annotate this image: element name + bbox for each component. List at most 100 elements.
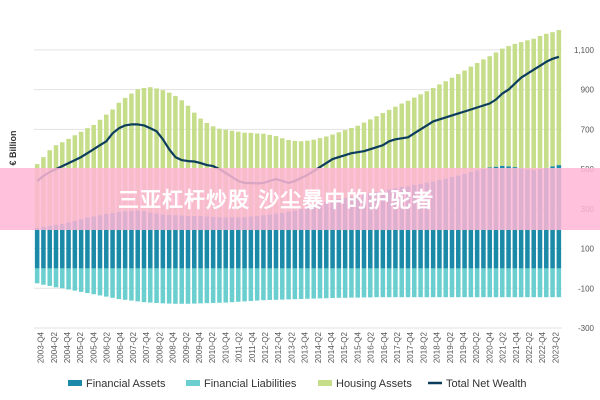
- financial-liabilities-bar: [493, 268, 499, 298]
- financial-assets-bar: [374, 191, 379, 269]
- financial-liabilities-bar: [393, 268, 398, 298]
- x-tick-label: 2009-Q4: [195, 331, 204, 363]
- financial-liabilities-bar: [217, 268, 222, 303]
- housing-assets-bar: [116, 102, 122, 212]
- x-tick-label: 2011-Q2: [235, 331, 244, 362]
- legend-swatch: [186, 380, 200, 386]
- financial-liabilities-bar: [456, 268, 461, 298]
- financial-assets-bar: [116, 211, 122, 269]
- financial-liabilities-bar: [210, 268, 216, 303]
- financial-liabilities-bar: [154, 268, 159, 303]
- overlay-banner: 三亚杠杆炒股 沙尘暴中的护驼者: [0, 168, 600, 230]
- x-tick-label: 2007-Q2: [129, 331, 138, 363]
- x-tick-label: 2004-Q4: [63, 331, 72, 363]
- financial-assets-bar: [173, 215, 178, 269]
- financial-assets-bar: [53, 224, 59, 269]
- financial-liabilities-bar: [512, 268, 518, 298]
- x-tick-label: 2006-Q2: [103, 331, 112, 363]
- x-tick-label: 2012-Q4: [274, 331, 283, 363]
- financial-liabilities-bar: [261, 268, 266, 301]
- financial-liabilities-bar: [192, 268, 197, 304]
- financial-assets-bar: [292, 210, 298, 269]
- y-tick-label: -100: [578, 284, 595, 293]
- financial-assets-bar: [248, 216, 254, 269]
- financial-assets-bar: [336, 198, 342, 269]
- financial-liabilities-bar: [550, 268, 555, 298]
- housing-assets-bar: [412, 97, 417, 185]
- financial-assets-bar: [368, 192, 373, 269]
- housing-assets-bar: [380, 113, 386, 191]
- financial-liabilities-bar: [399, 268, 404, 298]
- financial-liabilities-bar: [254, 268, 260, 301]
- financial-liabilities-bar: [60, 268, 65, 289]
- housing-assets-bar: [456, 74, 461, 176]
- housing-assets-bar: [110, 109, 115, 213]
- financial-assets-bar: [280, 212, 285, 269]
- financial-liabilities-bar: [135, 268, 140, 302]
- financial-liabilities-bar: [166, 268, 172, 304]
- x-tick-label: 2010-Q4: [221, 331, 230, 363]
- financial-liabilities-bar: [317, 268, 323, 299]
- financial-liabilities-bar: [349, 268, 354, 298]
- financial-liabilities-bar: [311, 268, 316, 299]
- financial-liabilities-bar: [330, 268, 335, 299]
- financial-assets-bar: [223, 217, 228, 269]
- y-tick-label: 700: [581, 125, 595, 134]
- y-tick-label: 900: [581, 86, 595, 95]
- y-tick-label: 100: [581, 245, 595, 254]
- financial-assets-bar: [330, 200, 335, 269]
- housing-assets-bar: [342, 130, 348, 198]
- financial-liabilities-bar: [556, 268, 562, 298]
- x-tick-label: 2017-Q4: [406, 331, 415, 363]
- financial-liabilities-bar: [122, 268, 128, 300]
- x-tick-label: 2012-Q2: [261, 331, 270, 363]
- financial-liabilities-bar: [173, 268, 178, 304]
- financial-liabilities-bar: [53, 268, 59, 288]
- financial-liabilities-bar: [525, 268, 530, 298]
- housing-assets-bar: [129, 93, 134, 211]
- x-tick-label: 2013-Q4: [301, 331, 310, 363]
- legend-label: Financial Assets: [86, 378, 166, 390]
- financial-liabilities-bar: [518, 268, 524, 298]
- housing-assets-bar: [405, 100, 411, 187]
- housing-assets-bar: [104, 114, 109, 214]
- financial-assets-bar: [229, 217, 235, 269]
- financial-assets-bar: [305, 207, 310, 269]
- financial-assets-bar: [298, 208, 304, 269]
- housing-assets-bar: [154, 88, 159, 214]
- financial-liabilities-bar: [468, 268, 474, 298]
- x-tick-label: 2011-Q4: [248, 331, 257, 362]
- financial-liabilities-bar: [229, 268, 235, 303]
- housing-assets-bar: [550, 32, 555, 167]
- financial-liabilities-bar: [405, 268, 411, 298]
- legend-label: Financial Liabilities: [204, 378, 297, 390]
- x-tick-label: 2021-Q2: [499, 331, 508, 363]
- financial-liabilities-bar: [424, 268, 430, 298]
- financial-assets-bar: [204, 216, 210, 269]
- x-tick-label: 2022-Q4: [538, 331, 547, 363]
- legend-label: Housing Assets: [336, 378, 412, 390]
- financial-liabilities-bar: [185, 268, 191, 304]
- housing-assets-bar: [481, 59, 486, 169]
- housing-assets-bar: [474, 62, 480, 171]
- financial-assets-bar: [267, 214, 272, 269]
- x-tick-label: 2023-Q2: [551, 331, 560, 363]
- housing-assets-bar: [468, 66, 474, 172]
- financial-assets-bar: [160, 214, 166, 269]
- financial-assets-bar: [311, 205, 316, 269]
- housing-assets-bar: [368, 119, 373, 193]
- financial-liabilities-bar: [179, 268, 184, 304]
- housing-assets-bar: [349, 127, 354, 197]
- financial-assets-bar: [110, 212, 115, 269]
- housing-assets-bar: [443, 81, 448, 179]
- financial-assets-bar: [185, 215, 191, 269]
- x-tick-label: 2005-Q4: [89, 331, 98, 363]
- bars: [34, 30, 562, 304]
- x-tick-label: 2013-Q2: [287, 331, 296, 363]
- financial-liabilities-bar: [374, 268, 379, 298]
- x-tick-labels: 2003-Q4 2004-Q2 2004-Q4 2005-Q2 2005-Q4 2006-…: [37, 331, 561, 363]
- net-wealth-line: [36, 55, 560, 185]
- financial-assets-bar: [148, 212, 153, 269]
- housing-assets-bar: [198, 118, 203, 216]
